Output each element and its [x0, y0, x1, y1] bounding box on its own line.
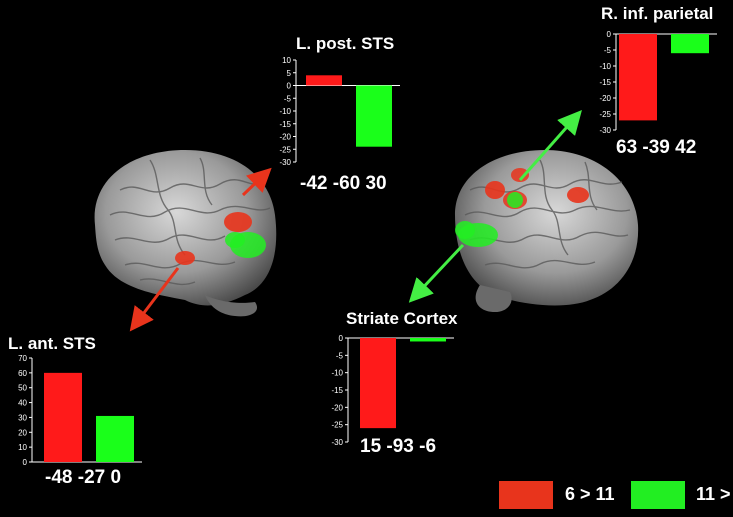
- bar-red: [360, 338, 396, 429]
- left-brain: [94, 150, 277, 317]
- bar-green: [96, 415, 134, 462]
- y-tick-label: 10: [282, 56, 291, 65]
- bar-red: [306, 75, 342, 86]
- y-tick-label: -20: [331, 403, 343, 412]
- y-tick-label: -25: [331, 421, 343, 430]
- y-tick-label: -5: [284, 94, 292, 103]
- y-tick-label: -15: [331, 386, 343, 395]
- bar-green: [410, 338, 446, 342]
- y-tick-label: -10: [331, 369, 343, 378]
- y-tick-label: 5: [287, 69, 292, 78]
- coords-post-sts: -42 -60 30: [300, 173, 387, 194]
- bar-red: [619, 34, 657, 121]
- chart-title-inf-parietal: R. inf. parietal: [601, 4, 714, 23]
- y-tick-label: 0: [23, 458, 28, 467]
- y-tick-label: -15: [279, 120, 291, 129]
- y-tick-label: 0: [287, 82, 292, 91]
- legend-label-11-gt-6: 11 > 6: [696, 484, 733, 504]
- legend-label-6-gt-11: 6 > 11: [565, 484, 615, 504]
- y-tick-label: 50: [18, 384, 27, 393]
- legend-swatch-11-gt-6: [631, 481, 685, 509]
- y-tick-label: -30: [599, 126, 611, 135]
- y-tick-label: 40: [18, 399, 27, 408]
- y-tick-label: 0: [339, 334, 344, 343]
- bar-green: [356, 85, 392, 147]
- bar-green: [671, 34, 709, 54]
- y-tick-label: 20: [18, 428, 27, 437]
- y-tick-label: -15: [599, 78, 611, 87]
- y-tick-label: -30: [279, 158, 291, 167]
- y-tick-label: -5: [336, 351, 344, 360]
- y-tick-label: -30: [331, 438, 343, 447]
- y-tick-label: 0: [607, 30, 612, 39]
- y-tick-label: 10: [18, 443, 27, 452]
- y-tick-label: -10: [279, 107, 291, 116]
- bar-red: [44, 372, 82, 462]
- right-brain: [455, 150, 639, 312]
- chart-title-post-sts: L. post. STS: [296, 34, 395, 53]
- y-tick-label: 30: [18, 413, 27, 422]
- chart-post-sts: 10 5 0 -5 -10 -15 -20 -25 -30: [279, 56, 400, 167]
- arrow-ant-sts: [129, 267, 180, 332]
- y-tick-label: -5: [604, 46, 612, 55]
- y-tick-label: -20: [279, 133, 291, 142]
- y-tick-label: -25: [279, 145, 291, 154]
- chart-title-ant-sts: L. ant. STS: [8, 334, 96, 353]
- arrow-post-sts: [241, 167, 272, 197]
- y-tick-label: 70: [18, 354, 27, 363]
- y-tick-label: 60: [18, 369, 27, 378]
- chart-ant-sts: 70 60 50 40 30 20 10 0: [18, 354, 142, 467]
- y-tick-label: -10: [599, 62, 611, 71]
- arrow-inf-parietal: [518, 110, 582, 181]
- chart-title-striate: Striate Cortex: [346, 309, 458, 328]
- chart-striate: 0 -5 -10 -15 -20 -25 -30: [331, 334, 454, 447]
- arrow-striate: [408, 243, 465, 303]
- y-tick-label: -25: [599, 110, 611, 119]
- coords-inf-parietal: 63 -39 42: [616, 137, 697, 158]
- chart-inf-parietal: 0 -5 -10 -15 -20 -25 -30: [599, 30, 717, 135]
- legend-swatch-6-gt-11: [499, 481, 553, 509]
- coords-ant-sts: -48 -27 0: [45, 467, 122, 488]
- coords-striate: 15 -93 -6: [360, 436, 437, 457]
- y-tick-label: -20: [599, 94, 611, 103]
